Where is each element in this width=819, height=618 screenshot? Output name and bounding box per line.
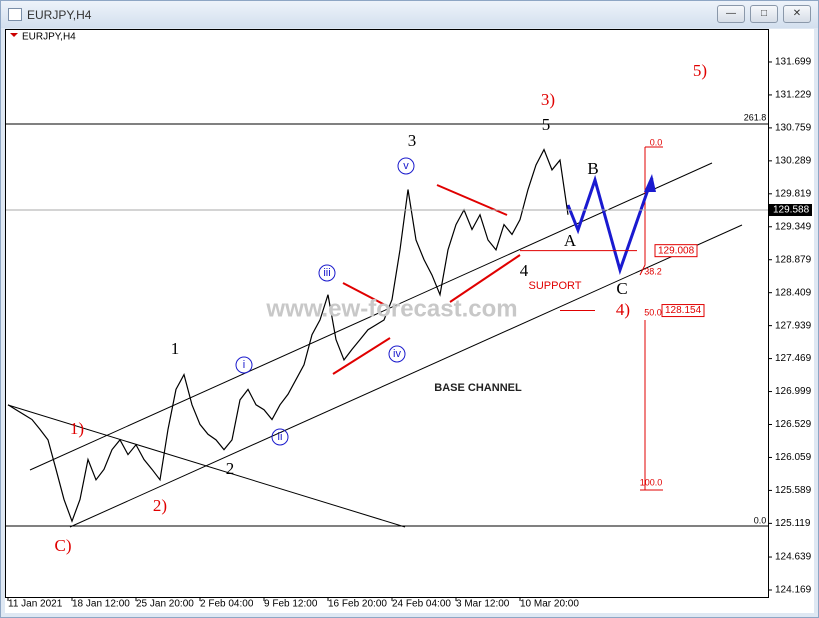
x-tick-label: 11 Jan 2021 [8,599,63,610]
wave-circle [397,157,415,175]
minimize-button[interactable]: — [717,5,745,23]
projection-path [566,174,654,276]
y-tick-label: 126.999 [775,386,812,397]
annotation: v [403,160,409,172]
y-tick-label: 125.119 [775,518,811,529]
annotation: B [587,159,598,178]
y-tick-label: 128.409 [775,287,812,298]
x-tick-label: 2 Feb 04:00 [200,599,254,610]
y-tick-label: 125.589 [775,485,812,496]
red-segment [332,337,391,375]
annotation: 38.2 [644,266,662,276]
x-tick-label: 24 Feb 04:00 [392,599,451,610]
level-label: 129.008 [658,245,695,256]
red-segment [449,254,521,303]
wave-circle [318,264,336,282]
close-button[interactable]: ✕ [783,5,811,23]
annotation: 4) [616,300,630,319]
annotation: 50.0 [644,307,662,317]
annotation: 2 [226,459,235,478]
y-tick-label: 126.059 [775,452,812,463]
wave-circle [235,356,253,374]
down-trendline [7,404,406,528]
y-tick-label: 130.759 [775,123,812,134]
annotation: 3 [408,131,417,150]
y-tick-label: 128.879 [775,254,812,265]
annotation: 4 [520,261,529,280]
annotation: i [243,359,245,371]
annotation: 2) [153,496,167,515]
y-tick-label: 124.639 [775,552,812,563]
window-title: EURJPY,H4 [27,8,92,22]
annotation: SUPPORT [529,280,582,292]
y-tick-label: 131.229 [775,90,812,101]
fib-vertical [639,147,646,276]
last-price-box [768,204,812,217]
title-bar: EURJPY,H4 — □ ✕ [1,1,818,28]
annotation: www.ew-forecast.com [265,295,517,322]
price-line [7,148,569,523]
y-tick-label: 124.169 [775,585,812,596]
chart-bg [5,29,814,613]
y-tick-label: 126.529 [775,419,812,430]
window-icon [8,8,22,21]
x-tick-label: 9 Feb 12:00 [264,599,318,610]
x-tick-label: 3 Mar 12:00 [456,599,510,610]
annotation: ii [278,431,283,443]
level-box [654,244,698,258]
annotation: A [564,231,577,250]
wave-circle [388,345,406,363]
annotation: 0.0 [754,515,767,525]
plot-frame [5,29,769,598]
annotation: iv [393,348,401,360]
base-channel [69,224,743,528]
red-segment [342,282,386,306]
wave-circle [271,428,289,446]
annotation: BASE CHANNEL [434,382,522,394]
x-tick-label: 18 Jan 12:00 [72,599,130,610]
x-tick-label: 16 Feb 20:00 [328,599,387,610]
annotation: 5) [693,61,707,80]
annotation: 1) [70,419,84,438]
annotation: C) [55,536,72,555]
annotation: 261.8 [744,112,767,122]
y-tick-label: 129.349 [775,221,812,232]
projection-arrow [644,174,656,192]
x-tick-label: 10 Mar 20:00 [520,599,579,610]
y-tick-label: 131.699 [775,57,812,68]
symbol-marker [10,33,18,37]
drawings [6,123,768,528]
annotation: 0.0 [650,137,663,147]
y-tick-label: 130.289 [775,155,812,166]
annotation: 100.0 [640,477,663,487]
x-tick-label: 25 Jan 20:00 [136,599,194,610]
level-label: 128.154 [665,305,702,316]
symbol-label: EURJPY,H4 [22,32,76,43]
annotation: 1 [171,339,180,358]
y-tick-label: 129.819 [775,188,812,199]
annotation: C [616,279,627,298]
upper-channel [29,162,713,471]
maximize-button[interactable]: □ [750,5,778,23]
last-price-label: 129.588 [773,205,810,216]
annotation: 5 [542,115,551,134]
annotation: iii [323,267,330,279]
y-tick-label: 127.939 [775,320,812,331]
y-tick-label: 127.469 [775,353,812,364]
annotation: 3) [541,90,555,109]
level-box [661,304,705,318]
